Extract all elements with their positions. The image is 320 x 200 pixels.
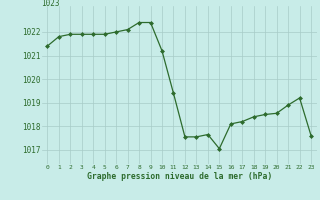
X-axis label: Graphe pression niveau de la mer (hPa): Graphe pression niveau de la mer (hPa) (87, 172, 272, 181)
Text: 1023: 1023 (42, 0, 60, 8)
